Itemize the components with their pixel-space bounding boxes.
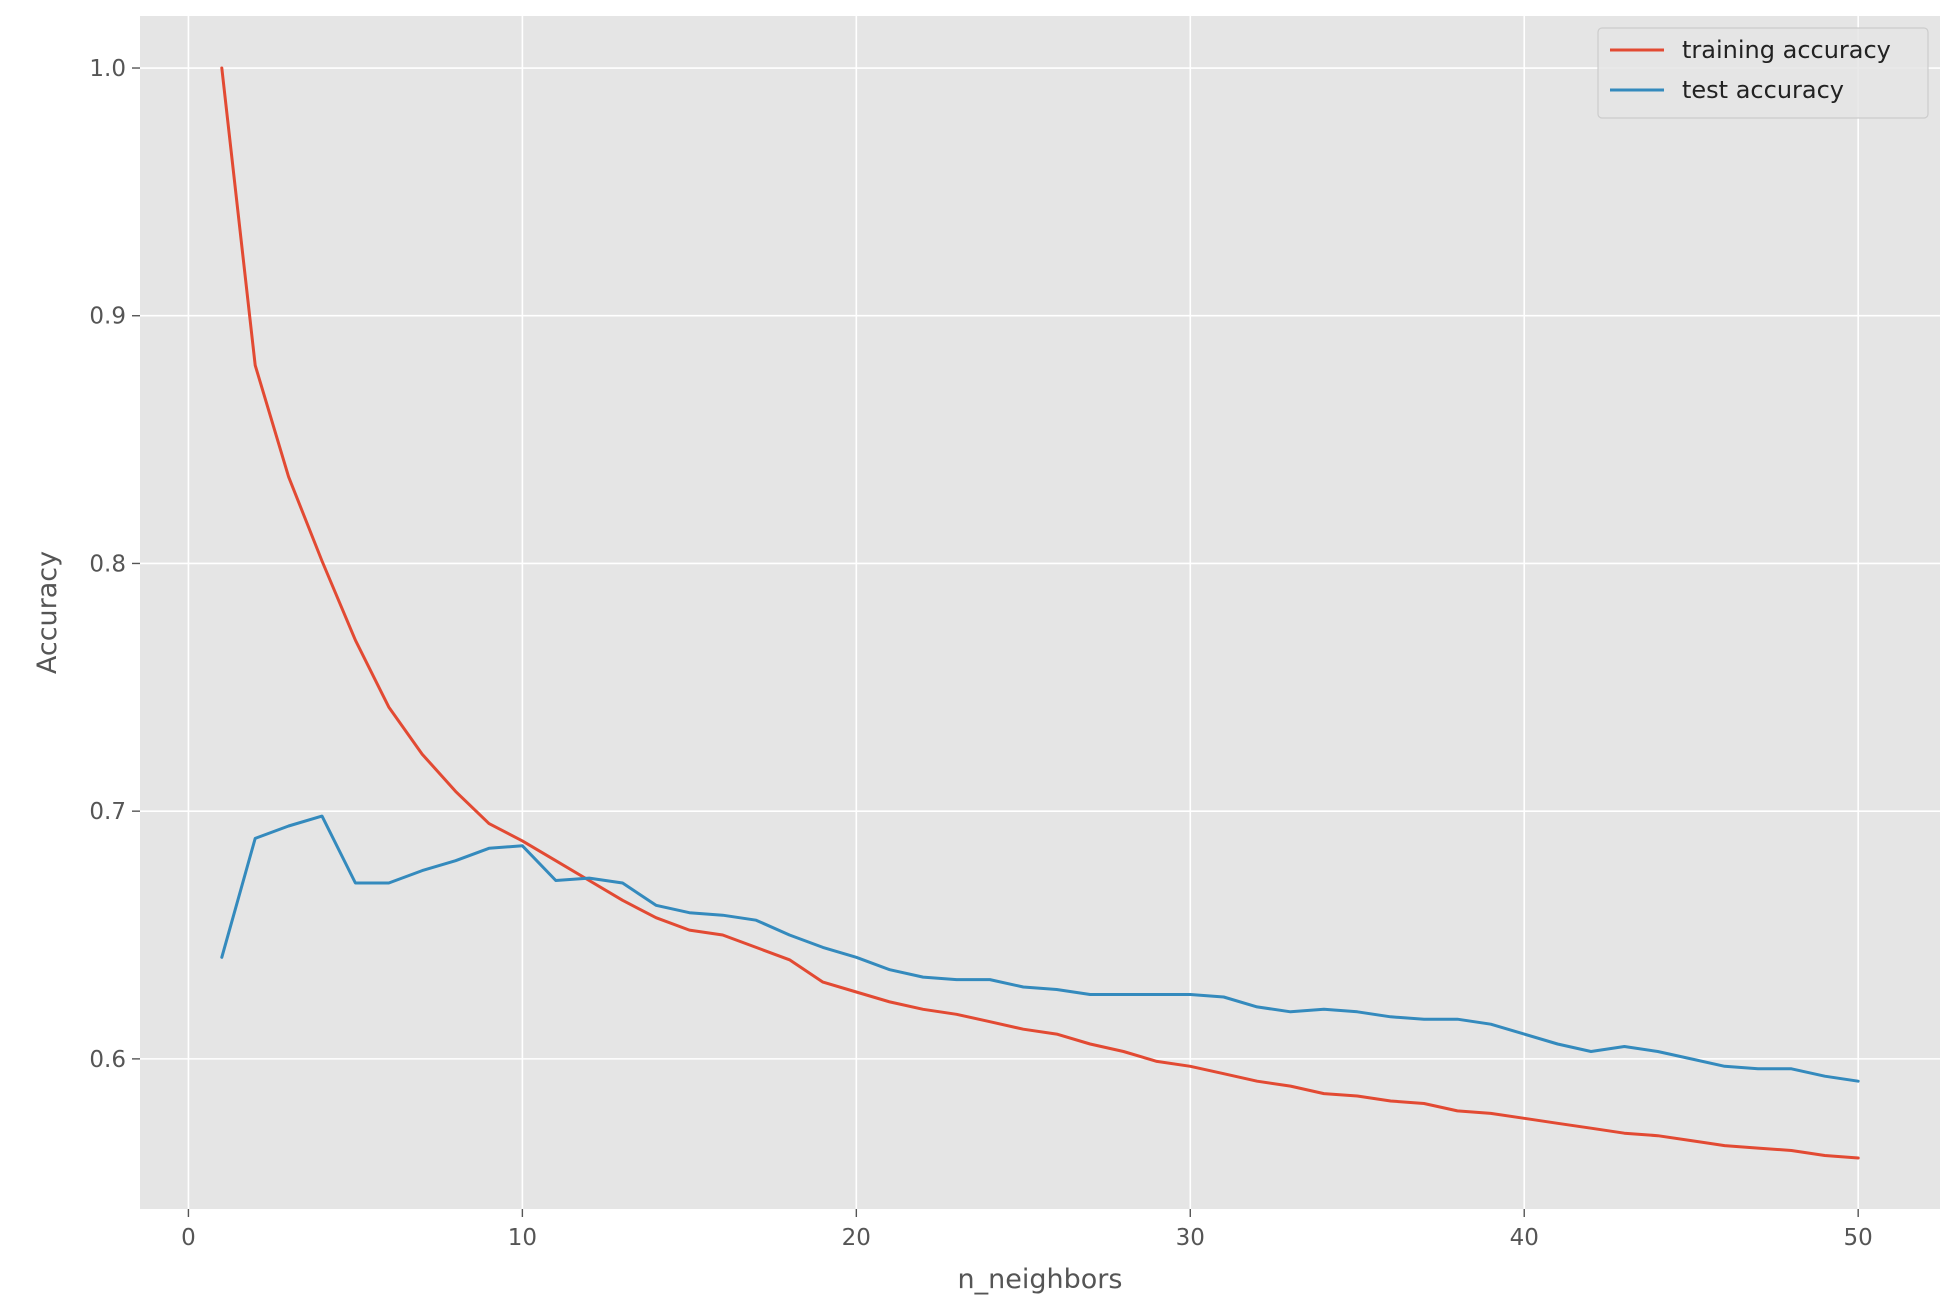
x-tick-label: 0	[181, 1225, 196, 1251]
legend-box	[1597, 27, 1929, 119]
y-tick-label: 0.7	[89, 799, 126, 825]
test-accuracy-line	[220, 814, 1860, 1083]
legend-label-training: training accuracy	[1682, 36, 1891, 64]
x-axis-label: n_neighbors	[958, 1264, 1123, 1295]
x-axis-ticks: 0 10 20 30 40 50	[181, 1209, 1873, 1251]
y-tick-label: 0.9	[89, 304, 126, 330]
y-tick-label: 0.6	[89, 1047, 126, 1073]
series-lines	[220, 66, 1860, 1160]
x-tick-label: 50	[1844, 1225, 1873, 1251]
plot-area	[140, 16, 1940, 1209]
y-axis-ticks: 0.6 0.7 0.8 0.9 1.0	[89, 56, 140, 1073]
training-accuracy-line	[220, 66, 1860, 1160]
legend-label-test: test accuracy	[1682, 76, 1844, 104]
x-tick-label: 40	[1510, 1225, 1539, 1251]
x-tick-label: 20	[842, 1225, 871, 1251]
y-tick-label: 0.8	[89, 551, 126, 577]
legend: training accuracy test accuracy	[1597, 27, 1929, 119]
y-axis-label: Accuracy	[32, 551, 63, 674]
x-tick-label: 10	[508, 1225, 537, 1251]
y-tick-label: 1.0	[89, 56, 126, 82]
x-tick-label: 30	[1176, 1225, 1205, 1251]
